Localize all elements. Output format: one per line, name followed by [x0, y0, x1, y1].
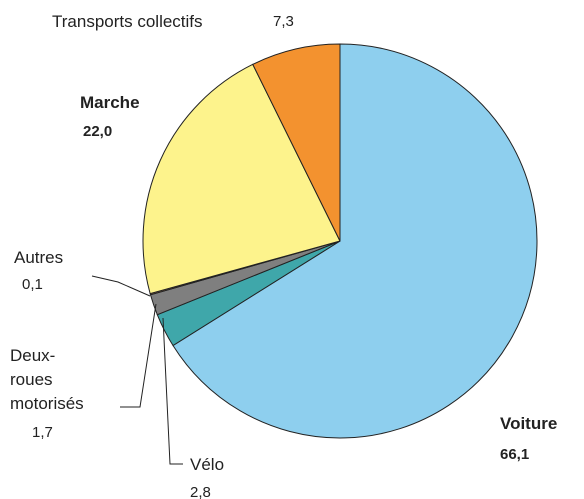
leader-line: [120, 303, 157, 408]
value-label: 66,1: [500, 446, 530, 463]
label: Autres: [14, 248, 64, 267]
label: Voiture: [500, 414, 558, 433]
pie-slice: [252, 43, 341, 242]
pie-slice: [172, 43, 538, 439]
leader-line: [91, 275, 151, 297]
value-label: 7,3: [273, 13, 294, 30]
leader-lines: [91, 275, 183, 465]
value-label: 1,7: [32, 424, 53, 441]
value-label: 0,1: [22, 276, 43, 293]
label: Transports collectifs: [52, 12, 203, 31]
value-label: 22,0: [83, 123, 113, 140]
pie-slice: [142, 63, 341, 295]
slices: [142, 43, 538, 439]
label: Vélo: [190, 455, 225, 474]
label: Marche: [80, 93, 140, 112]
leader-line: [162, 317, 183, 465]
label: Deux-roues motorisés: [10, 346, 84, 413]
value-label: 2,8: [190, 484, 211, 499]
